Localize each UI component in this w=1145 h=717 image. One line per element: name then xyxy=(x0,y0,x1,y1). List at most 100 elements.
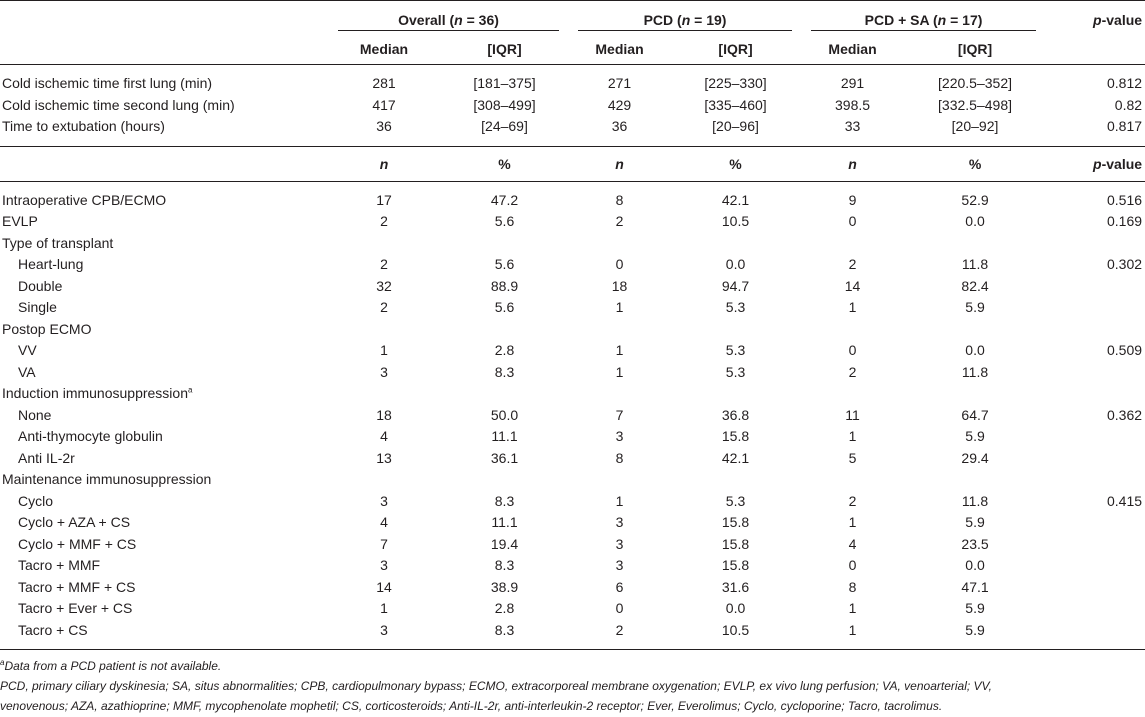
pvalue-cell xyxy=(1046,598,1145,620)
pvalue-cell xyxy=(1046,362,1145,384)
value-cell: 36.8 xyxy=(721,406,750,423)
table-row: Cold ischemic time second lung (min) 417 [… xyxy=(0,95,1145,117)
pvalue-cell: 0.516 xyxy=(1107,191,1143,208)
row-label: Cold ischemic time second lung (min) xyxy=(2,96,235,113)
categorical-section: Intraoperative CPB/ECMO 17 47.2 8 42.1 9 52.9 0… xyxy=(0,181,1145,650)
value-cell xyxy=(801,233,904,255)
pvalue-cell xyxy=(1046,577,1145,599)
value-cell: 398.5 xyxy=(835,96,871,113)
row-label: Double xyxy=(18,277,63,294)
table-row: Type of transplant xyxy=(0,233,1145,255)
value-cell xyxy=(670,233,801,255)
table-row: Cold ischemic time first lung (min) 281 [1… xyxy=(0,73,1145,95)
pvalue-header: p-value xyxy=(1093,12,1143,28)
value-cell xyxy=(328,233,440,255)
value-cell xyxy=(328,383,440,405)
pvalue-cell xyxy=(1046,469,1145,491)
value-cell: 36 xyxy=(376,118,392,134)
pvalue-cell: 0.169 xyxy=(1107,213,1143,229)
value-cell: 271 xyxy=(607,75,632,91)
value-cell: 50.0 xyxy=(490,406,519,423)
group-header-pcd: PCD (n = 19) xyxy=(569,1,801,35)
value-cell xyxy=(801,469,904,491)
table-row: Induction immunosuppressiona xyxy=(0,383,1145,405)
value-cell: 15.8 xyxy=(721,428,750,444)
row-label: Cold ischemic time first lung (min) xyxy=(2,75,213,91)
value-cell: 1 xyxy=(615,492,624,509)
continuous-section: Cold ischemic time first lung (min) 281 [1… xyxy=(0,65,1145,147)
table-row: VA 3 8.3 1 5.3 2 11.8 xyxy=(0,362,1145,384)
value-cell: 429 xyxy=(607,96,632,113)
value-cell: 5.3 xyxy=(725,342,746,358)
value-cell: 1 xyxy=(848,621,857,638)
value-cell: 8 xyxy=(615,191,624,208)
value-cell: 23.5 xyxy=(961,535,989,552)
value-cell: 3 xyxy=(615,557,624,573)
value-cell: 5.9 xyxy=(965,514,985,530)
value-cell: [225–330] xyxy=(704,75,767,91)
value-cell: 36 xyxy=(611,118,628,134)
value-cell: 42.1 xyxy=(721,449,750,466)
value-cell xyxy=(904,233,1046,255)
value-cell: [332.5–498] xyxy=(938,96,1013,113)
value-cell: 5.3 xyxy=(725,492,746,509)
value-cell: 10.5 xyxy=(721,213,750,229)
value-cell: 5.9 xyxy=(965,600,985,616)
value-cell: 3 xyxy=(380,492,388,509)
table-row: Cyclo + AZA + CS 4 11.1 3 15.8 1 5.9 xyxy=(0,512,1145,534)
value-cell xyxy=(569,319,670,341)
pct-header: % xyxy=(968,155,982,172)
footnote-abbreviations: PCD, primary ciliary dyskinesia; SA, sit… xyxy=(0,679,992,693)
value-cell xyxy=(569,469,670,491)
value-cell: 6 xyxy=(615,578,624,595)
value-cell: 29.4 xyxy=(961,449,989,466)
value-cell: 4 xyxy=(380,428,388,444)
value-cell: 2 xyxy=(615,213,624,229)
value-cell xyxy=(904,469,1046,491)
value-cell: 14 xyxy=(844,277,861,294)
group-header-overall: Overall (n = 36) xyxy=(328,1,569,35)
pvalue-cell xyxy=(1046,233,1145,255)
value-cell: 9 xyxy=(848,191,857,208)
row-label: None xyxy=(18,406,52,423)
value-cell: 13 xyxy=(376,449,392,466)
pct-header: % xyxy=(498,155,511,172)
pvalue-cell: 0.812 xyxy=(1107,75,1143,91)
value-cell: 15.8 xyxy=(721,535,750,552)
table-row: VV 1 2.8 1 5.3 0 0.0 0.509 xyxy=(0,340,1145,362)
value-cell: [335–460] xyxy=(704,96,767,113)
value-cell: 38.9 xyxy=(490,578,519,595)
row-label: Anti-thymocyte globulin xyxy=(18,428,163,444)
pvalue-cell xyxy=(1046,276,1145,298)
value-cell: 8.3 xyxy=(494,492,515,509)
value-cell: 0.0 xyxy=(725,256,746,272)
table-footnotes: aData from a PCD patient is not availabl… xyxy=(0,656,1145,716)
iqr-header: [IQR] xyxy=(957,41,993,57)
table-row: Tacro + MMF + CS 14 38.9 6 31.6 8 47.1 xyxy=(0,577,1145,599)
value-cell xyxy=(440,383,569,405)
value-cell: 5.9 xyxy=(965,428,985,444)
value-cell: 11 xyxy=(845,406,860,423)
value-cell: 0.0 xyxy=(965,213,985,229)
value-cell: 8.3 xyxy=(494,621,515,638)
value-cell: 417 xyxy=(372,96,396,113)
value-cell xyxy=(801,319,904,341)
row-label: VA xyxy=(18,363,36,380)
value-cell: 15.8 xyxy=(721,514,750,530)
pvalue-cell xyxy=(1046,319,1145,341)
pvalue-cell: 0.362 xyxy=(1107,406,1143,423)
value-cell: 82.4 xyxy=(961,277,989,294)
value-cell: 15.8 xyxy=(721,557,750,573)
value-cell: 0 xyxy=(615,600,624,616)
value-cell: 3 xyxy=(380,621,388,638)
value-cell: 0 xyxy=(848,557,857,573)
value-cell xyxy=(670,383,801,405)
table-row: Tacro + CS 3 8.3 2 10.5 1 5.9 xyxy=(0,620,1145,642)
row-label: Tacro + CS xyxy=(18,621,88,638)
pvalue-cell: 0.817 xyxy=(1107,118,1143,134)
group-header-pcd-sa: PCD + SA (n = 17) xyxy=(801,1,1046,35)
row-label: VV xyxy=(18,342,37,358)
value-cell: 5.6 xyxy=(494,299,515,315)
row-label: Tacro + MMF + CS xyxy=(18,578,136,595)
median-header: Median xyxy=(595,41,644,57)
